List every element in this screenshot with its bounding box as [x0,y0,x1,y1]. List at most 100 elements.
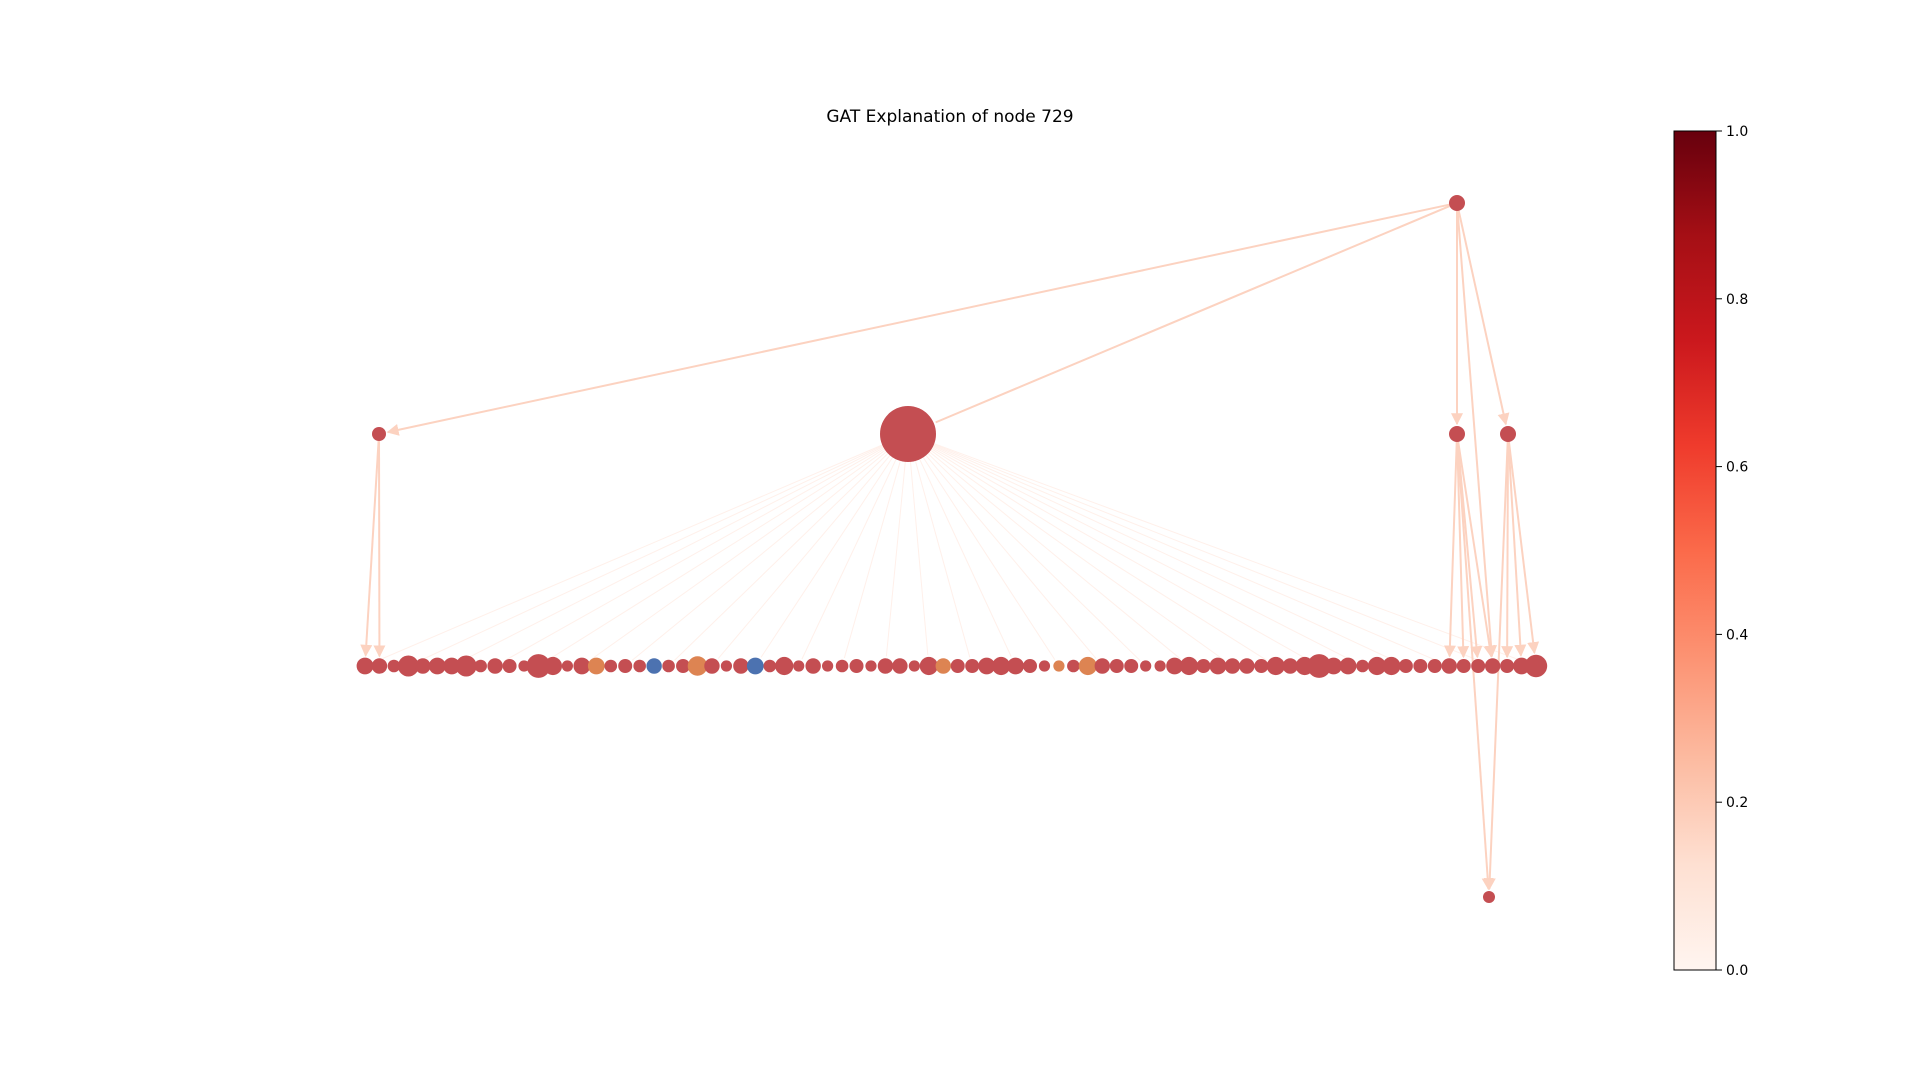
graph-node [746,657,764,675]
graph-node [935,658,951,674]
graph-node [397,655,419,677]
graph-node [1266,656,1285,676]
graph-node [1339,657,1357,675]
graph-node [704,658,720,674]
graph-node [1307,654,1332,678]
graph-edge [922,457,1056,660]
graph-node [1196,659,1211,673]
graph-node [618,659,633,673]
graph-node-top [1449,195,1465,211]
graph-edge [1456,210,1498,658]
graph-edges [360,203,1540,891]
graph-node [763,659,777,673]
graph-node [965,659,980,673]
graph-node [805,658,821,674]
graph-node [662,659,675,673]
graph-edge [386,203,1450,436]
graph-edge [1443,441,1458,658]
graph-edge [933,444,1441,663]
graph-edge [549,448,885,660]
graph-edge [914,460,971,658]
graph-node [1449,426,1465,442]
figure-title: GAT Explanation of node 729 [826,107,1073,127]
graph-node [1154,660,1166,672]
graph-edge [1507,441,1527,657]
graph-node [1109,659,1124,673]
faint-edges [374,443,1524,663]
graph-edge [1456,441,1470,659]
colorbar-tick-label: 1.0 [1726,124,1748,140]
graph-edge [931,448,1267,661]
graph-node [991,656,1011,676]
graph-node [371,658,388,674]
graph-node [646,658,662,674]
graph-edge [1501,441,1514,659]
graph-edge [1457,210,1510,426]
graph-node [1413,659,1428,673]
graph-node [1140,660,1152,672]
graph-node [1038,660,1051,672]
graph-node [543,656,563,676]
graph-node [1224,658,1241,674]
graph-node [978,657,996,675]
graph-edge [919,459,1012,657]
colorbar-tick-label: 0.0 [1726,963,1748,979]
graph-node [1166,657,1183,675]
graph-node [573,657,591,675]
graph-node [877,658,894,674]
graph-node [1325,657,1343,675]
graph-edge [760,457,894,658]
graph-edge [932,447,1308,660]
colorbar-tick-label: 0.4 [1726,627,1748,643]
graph-edge [460,446,884,662]
graph-node [1398,659,1413,673]
graph-node [428,657,446,675]
graph-node [865,660,877,672]
graph-node [687,656,708,676]
graph-edge [927,453,1141,662]
graph-node [1078,656,1097,676]
graph-node [587,657,605,675]
graph-edge [503,447,884,662]
graph-node [720,660,733,672]
graph-node [793,660,805,672]
graph-edge [930,449,1225,661]
graph-edge [925,455,1097,659]
graph-node [1254,659,1269,673]
graph-node [372,427,386,441]
graph-edge [935,205,1451,424]
graph-node [455,655,477,677]
graph-node [1067,659,1080,673]
graph-node [676,659,691,673]
graph-node [775,656,794,676]
graph-node [1441,658,1457,674]
graph-node [892,658,908,674]
graph-node [1524,654,1548,678]
graph-node [604,659,618,673]
graph-edge [843,460,901,659]
graph-node [1023,659,1038,673]
graph-edge [932,446,1356,663]
graph-nodes [356,195,1548,903]
graph-node [950,659,965,673]
graph-edge [885,461,906,657]
graph-node-bottom [1483,891,1495,903]
graph-node [849,659,864,673]
graph-edge [631,451,887,661]
graph-node [633,659,646,673]
graph-edge [910,461,929,655]
graph-node [908,660,920,672]
colorbar-tick-label: 0.8 [1726,292,1748,308]
graph-node [474,659,487,673]
colorbar-gradient [1673,130,1717,971]
graph-node [502,659,517,673]
graph-node [1456,659,1471,673]
graph-edge [360,440,380,657]
graph-node [822,660,834,672]
graph-edge [674,453,889,661]
graph-node [1282,658,1298,674]
graph-node [733,658,749,674]
graph-node [1053,660,1065,672]
graph-node [1356,659,1369,673]
